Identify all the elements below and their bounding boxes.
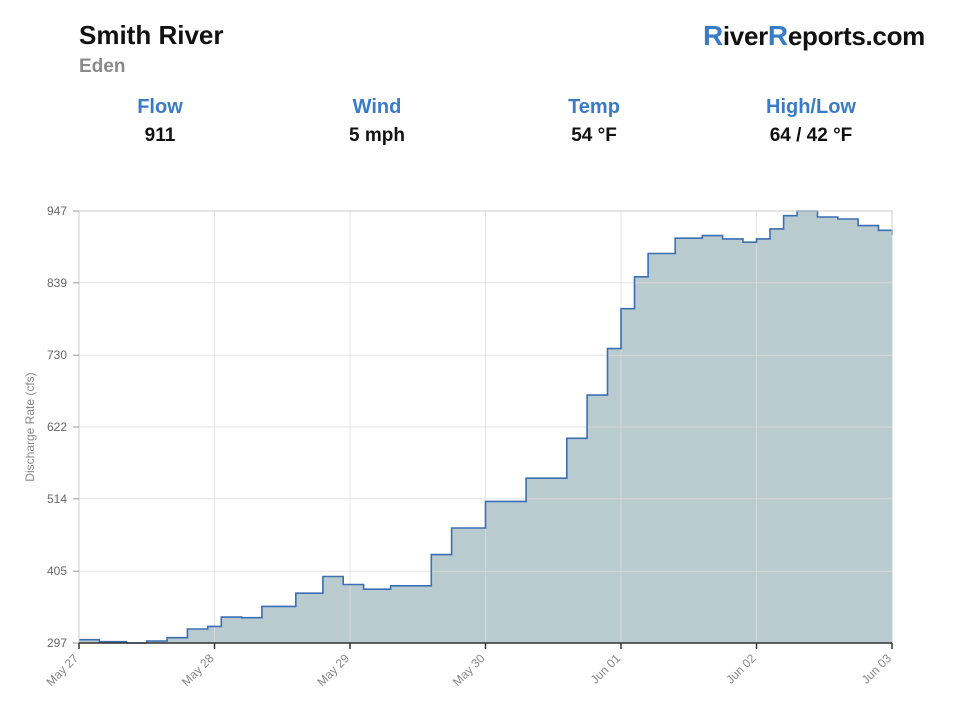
stat-flow: Flow 911 bbox=[70, 96, 250, 147]
y-tick-label: 297 bbox=[47, 636, 67, 650]
discharge-chart: 297 405 514 622 730 839 947 May 27 May 28 May 29 M… bbox=[23, 204, 895, 689]
discharge-area bbox=[79, 211, 892, 643]
y-tick-label: 514 bbox=[47, 492, 67, 506]
brand-part1: iver bbox=[722, 21, 768, 51]
stat-wind: Wind 5 mph bbox=[287, 96, 467, 147]
x-tick-label: May 27 bbox=[43, 651, 81, 689]
brand-logo[interactable]: RiverReports.com bbox=[703, 20, 925, 52]
x-tick-label: May 28 bbox=[179, 651, 217, 689]
y-tick-label: 947 bbox=[47, 204, 67, 218]
discharge-line bbox=[79, 210, 893, 644]
brand-r1: R bbox=[702, 20, 723, 51]
x-tick-label: May 29 bbox=[314, 651, 352, 689]
stat-flow-value: 911 bbox=[144, 125, 176, 146]
y-tick-label: 730 bbox=[47, 348, 67, 362]
y-tick-label: 405 bbox=[47, 564, 67, 578]
x-tick-label: Jun 02 bbox=[723, 651, 759, 687]
stat-flow-label: Flow bbox=[137, 96, 183, 118]
stats-row: Flow 911 Wind 5 mph Temp 54 °F High/Low … bbox=[0, 96, 960, 156]
stat-wind-value: 5 mph bbox=[349, 125, 405, 146]
stat-highlow-label: High/Low bbox=[766, 96, 856, 118]
brand-r2: R bbox=[767, 20, 788, 51]
brand-part2: eports.com bbox=[787, 21, 925, 51]
stat-temp-value: 54 °F bbox=[571, 125, 617, 146]
x-tick-label: May 30 bbox=[450, 651, 488, 689]
stat-wind-label: Wind bbox=[352, 96, 402, 118]
y-tick-label: 622 bbox=[47, 420, 67, 434]
stat-highlow: High/Low 64 / 42 °F bbox=[721, 96, 901, 147]
location-subtitle: Eden bbox=[79, 56, 126, 77]
stat-temp-label: Temp bbox=[568, 96, 620, 118]
river-title: Smith River bbox=[79, 20, 224, 50]
y-axis-label: Discharge Rate (cfs) bbox=[23, 372, 37, 481]
x-tick-label: Jun 01 bbox=[588, 651, 624, 687]
stat-highlow-value: 64 / 42 °F bbox=[769, 125, 853, 146]
y-tick-label: 839 bbox=[47, 276, 67, 290]
stat-temp: Temp 54 °F bbox=[504, 96, 684, 147]
x-tick-label: Jun 03 bbox=[859, 651, 895, 687]
